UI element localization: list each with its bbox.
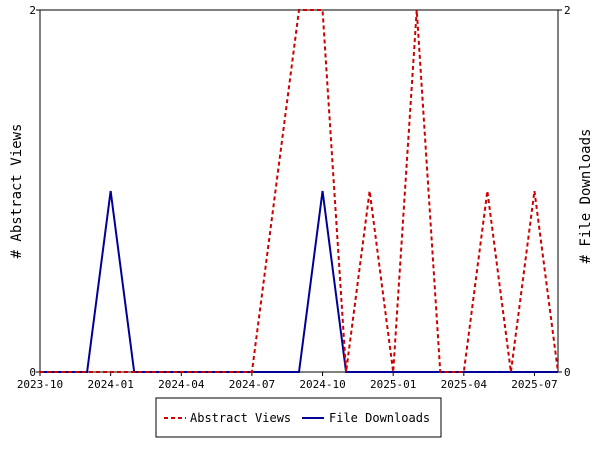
- abstract-views-line: [40, 9, 559, 373]
- x-tick-label: 2025-07: [511, 378, 557, 391]
- x-tick-label: 2023-10: [17, 378, 63, 391]
- legend-box: [155, 397, 442, 438]
- plot-area: [39, 9, 559, 373]
- x-tick-label: 2024-04: [158, 378, 205, 391]
- y-right-tick-label: 2: [564, 4, 571, 17]
- file-downloads-line: [40, 190, 558, 373]
- y-axis-left-label: # Abstract Views: [9, 124, 25, 259]
- x-tick-label: 2024-07: [229, 378, 275, 391]
- y-left-tick-label: 0: [29, 366, 36, 379]
- x-tick-label: 2024-01: [87, 378, 133, 391]
- y-left-tick-label: 2: [29, 4, 36, 17]
- legend: Abstract Views File Downloads: [155, 397, 442, 438]
- x-tick-label: 2024-10: [299, 378, 345, 391]
- y-right-tick-label: 0: [564, 366, 571, 379]
- legend-label-file-downloads: File Downloads: [329, 411, 430, 425]
- x-tick-label: 2025-04: [441, 378, 488, 391]
- x-tick-label: 2025-01: [370, 378, 416, 391]
- y-axis-right-label: # File Downloads: [578, 129, 594, 264]
- legend-label-abstract-views: Abstract Views: [190, 411, 291, 425]
